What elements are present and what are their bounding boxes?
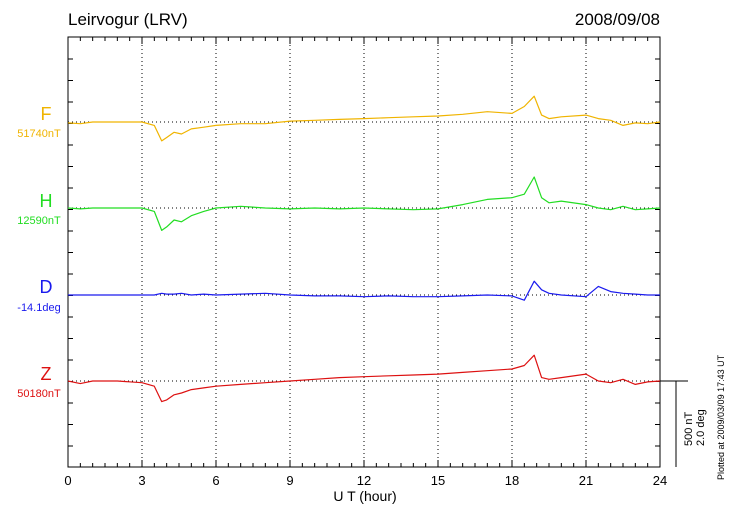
- scale-bar-nt-label: 500 nT: [683, 411, 695, 446]
- plotted-note: Plotted at 2009/03/09 17:43 UT: [716, 354, 726, 480]
- series-line-f: [67, 95, 661, 142]
- baseline-h: 12590nT: [17, 215, 61, 227]
- series-group: [67, 95, 661, 403]
- x-tick-label: 6: [212, 473, 219, 488]
- baseline-d: -14.1deg: [17, 302, 61, 314]
- grid: [141, 37, 587, 467]
- x-axis-title: U T (hour): [333, 488, 397, 504]
- x-tick-label: 12: [357, 473, 371, 488]
- series-line-h: [67, 176, 661, 231]
- date-title: 2008/09/08: [574, 10, 660, 29]
- x-tick-label: 15: [431, 473, 445, 488]
- label-d: D: [39, 277, 53, 297]
- scale-bar-deg-label: 2.0 deg: [695, 409, 707, 446]
- station-title: Leirvogur (LRV): [68, 10, 188, 29]
- label-z: Z: [40, 364, 52, 384]
- series-line-z: [67, 354, 661, 403]
- label-h: H: [39, 191, 53, 211]
- baselines: [68, 121, 660, 382]
- x-tick-label: 0: [64, 473, 71, 488]
- baseline-f: 51740nT: [17, 128, 61, 140]
- x-tick-label: 3: [138, 473, 145, 488]
- x-tick-labels: 0 3 6 9 12 15 18 21 24: [64, 473, 667, 488]
- x-tick-label: 18: [505, 473, 519, 488]
- x-tick-label: 21: [579, 473, 593, 488]
- label-f: F: [40, 104, 52, 124]
- series-line-d: [68, 280, 660, 301]
- x-tick-label: 24: [653, 473, 667, 488]
- baseline-z: 50180nT: [17, 388, 61, 400]
- x-tick-label: 9: [286, 473, 293, 488]
